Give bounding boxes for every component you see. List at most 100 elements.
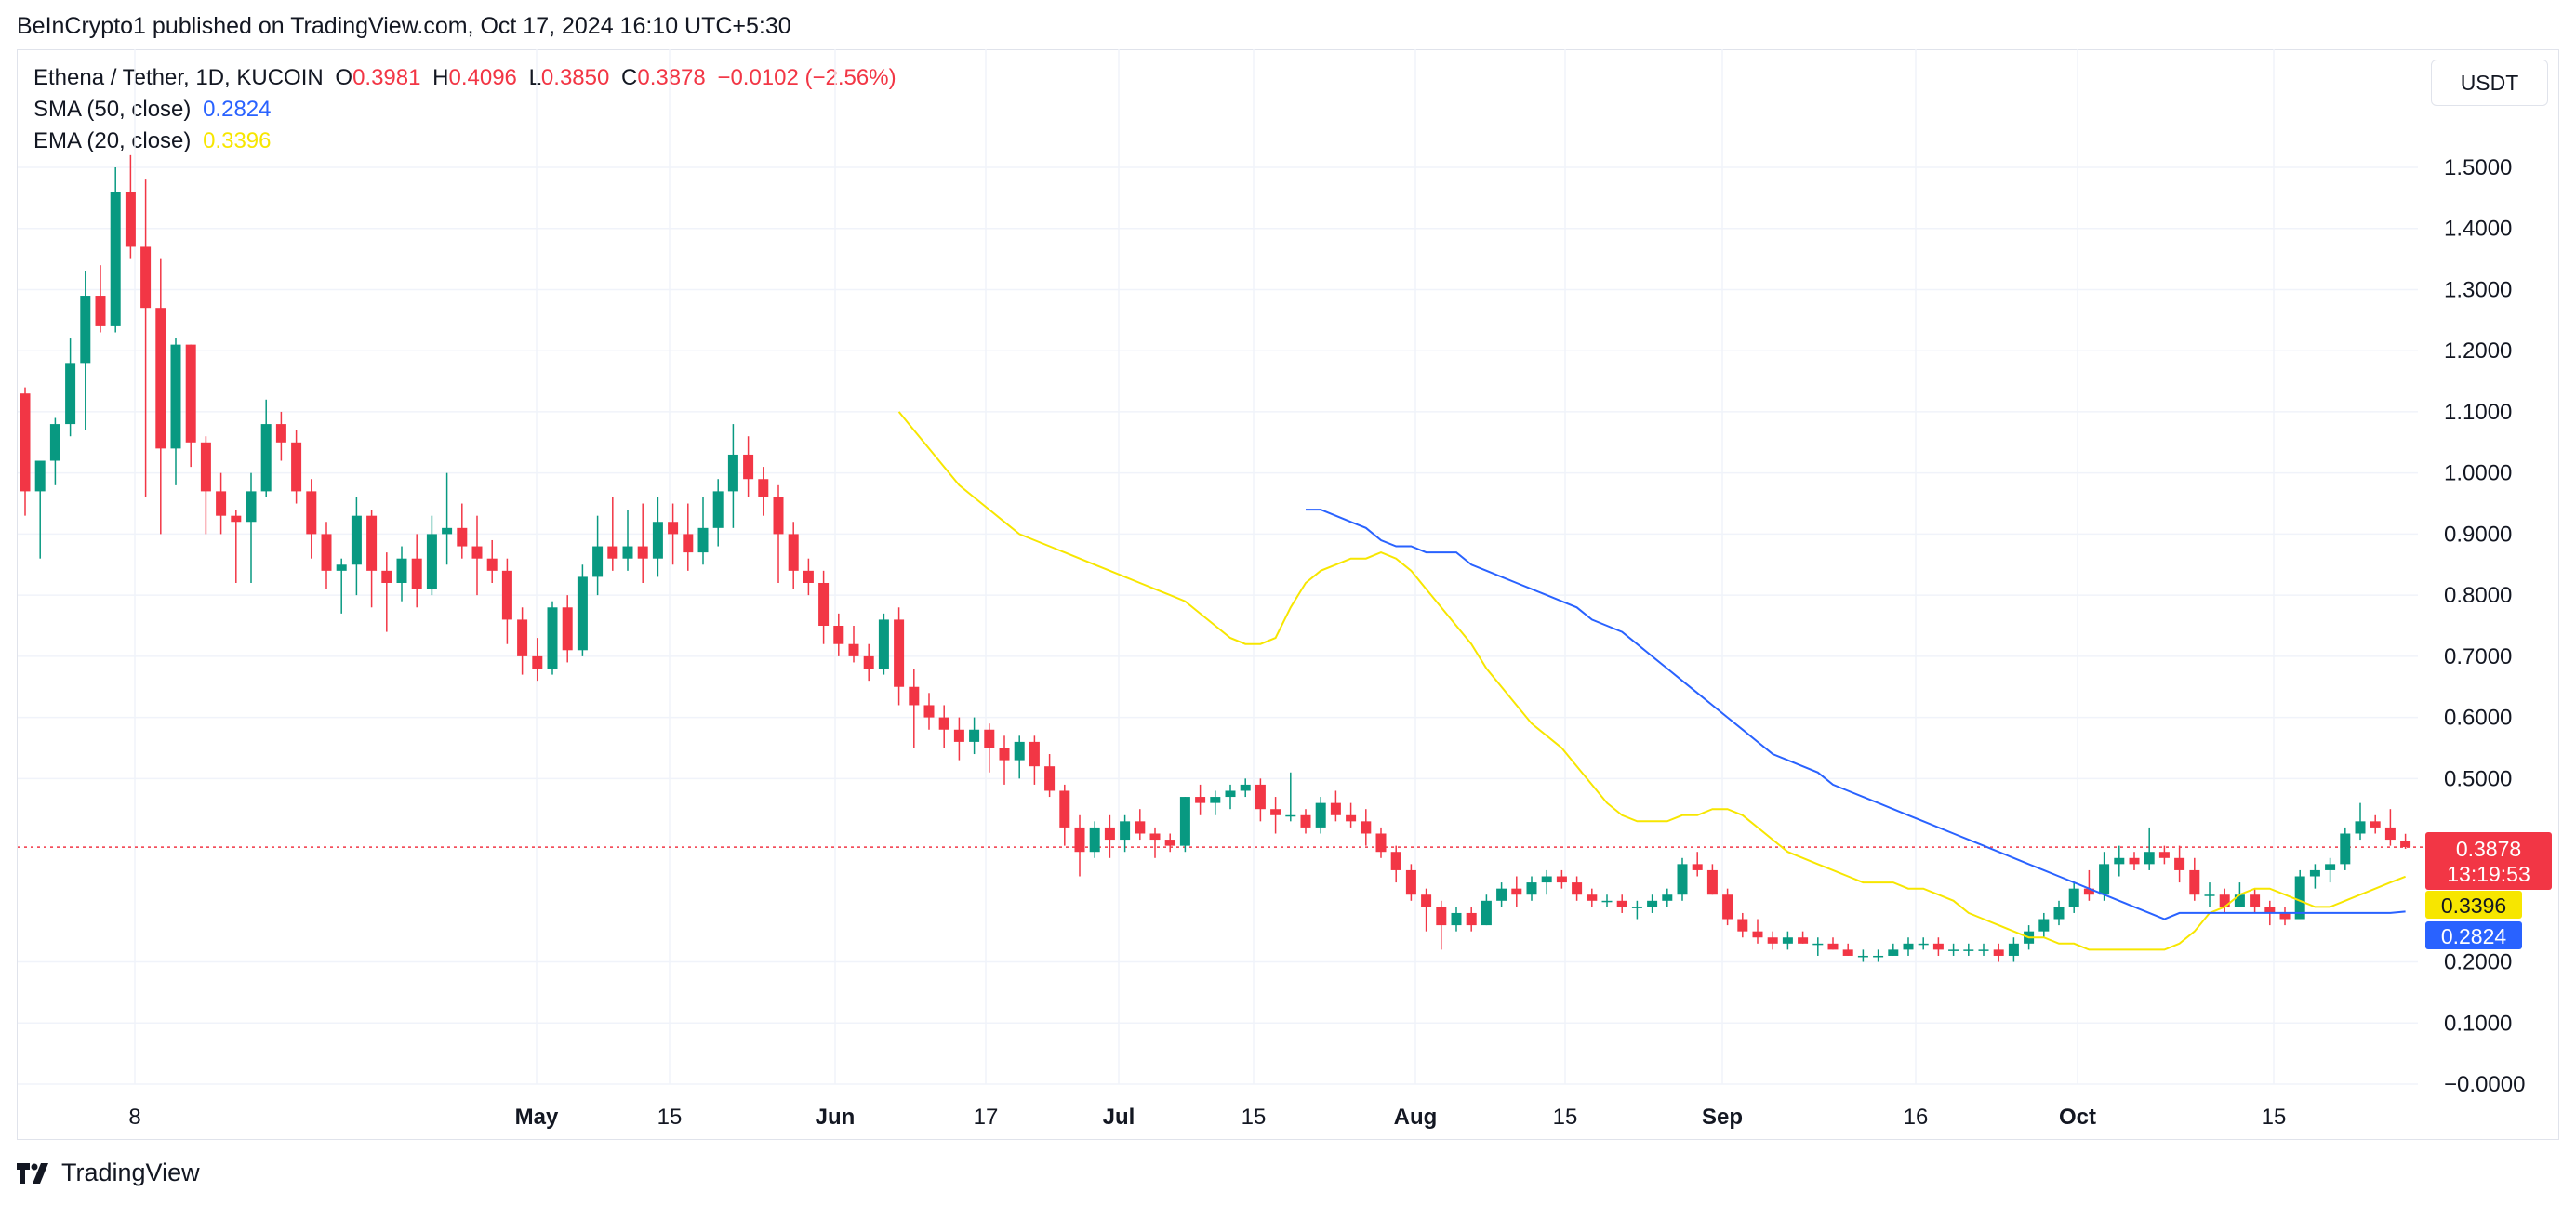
candle-body	[1963, 949, 1974, 951]
candle-body	[1375, 833, 1387, 853]
candle-body	[1315, 802, 1326, 828]
candle-body	[2099, 864, 2110, 895]
tradingview-logo[interactable]: TradingView	[17, 1159, 200, 1187]
x-tick-label: 15	[1553, 1105, 1578, 1130]
candle-body	[1044, 766, 1056, 791]
close-value: 0.3878	[637, 65, 706, 90]
candle-body	[20, 393, 31, 492]
candle-body	[532, 655, 543, 669]
candle-body	[140, 246, 152, 309]
x-tick-label: 15	[657, 1105, 683, 1130]
candle-body	[1692, 864, 1703, 870]
y-tick-label: 0.7000	[2444, 644, 2512, 669]
candle-body	[938, 717, 949, 730]
candle-body	[2174, 857, 2185, 870]
candle-body	[878, 619, 889, 669]
candle-body	[2234, 894, 2245, 907]
candle-body	[2068, 888, 2079, 907]
x-tick-label: 17	[974, 1105, 999, 1130]
high-value: 0.4096	[448, 65, 517, 90]
ema-value: 0.3396	[203, 128, 272, 153]
candle-body	[1647, 900, 1658, 907]
candle-body	[1361, 821, 1372, 834]
ema-legend[interactable]: EMA (20, close) 0.3396	[33, 128, 276, 154]
candle-body	[743, 454, 754, 480]
candle-body	[1135, 821, 1146, 834]
candle-body	[442, 527, 453, 535]
candle-body	[1285, 814, 1296, 817]
x-tick-label: Jun	[816, 1105, 856, 1130]
y-tick-label: 1.3000	[2444, 277, 2512, 302]
candle-body	[848, 643, 859, 656]
open-label: O	[335, 65, 353, 90]
candle-body	[2114, 857, 2125, 865]
candle-body	[1798, 937, 1809, 944]
candle-body	[1164, 840, 1175, 846]
chart-frame	[17, 49, 2559, 1140]
candle-body	[1932, 943, 1944, 950]
candle-body	[683, 534, 694, 553]
candle-body	[788, 534, 799, 571]
candle-body	[818, 582, 830, 626]
candle-body	[1873, 955, 1884, 958]
candle-body	[803, 570, 814, 583]
candle-body	[1421, 894, 1432, 907]
candle-body	[260, 424, 272, 492]
high-label: H	[432, 65, 449, 90]
candle-body	[1616, 900, 1627, 907]
candle-body	[1089, 827, 1100, 853]
candle-body	[1948, 949, 1959, 951]
candle-body	[894, 619, 905, 687]
candle-body	[2250, 894, 2261, 907]
candle-body	[577, 576, 588, 651]
currency-selector[interactable]: USDT	[2431, 60, 2548, 106]
y-tick-label: 1.5000	[2444, 155, 2512, 180]
x-tick-label: Oct	[2059, 1105, 2096, 1130]
candle-body	[1179, 797, 1190, 846]
candle-body	[80, 296, 91, 364]
candle-body	[1888, 949, 1899, 956]
candle-body	[1210, 797, 1221, 803]
y-tick-label: 1.0000	[2444, 461, 2512, 486]
candle-body	[1812, 943, 1824, 946]
sma-legend[interactable]: SMA (50, close) 0.2824	[33, 97, 276, 123]
candle-body	[501, 570, 512, 620]
candle-body	[2053, 907, 2065, 920]
low-label: L	[528, 65, 541, 90]
candle-body	[1587, 894, 1598, 901]
x-tick-label: 15	[1242, 1105, 1267, 1130]
candle-body	[1405, 869, 1416, 895]
candle-body	[246, 491, 257, 523]
ema-line	[897, 411, 2406, 951]
candle-body	[1029, 741, 1040, 767]
candle-body	[381, 570, 392, 583]
candle-body	[457, 527, 468, 547]
candle-body	[1330, 802, 1341, 815]
candle-body	[1390, 852, 1401, 870]
candle-body	[34, 460, 46, 492]
x-tick-label: Jul	[1103, 1105, 1135, 1130]
sma-price-badge	[2425, 921, 2522, 949]
y-tick-label: 0.6000	[2444, 706, 2512, 731]
candle-body	[185, 344, 196, 443]
candle-body	[1767, 937, 1778, 944]
candle-body	[1225, 790, 1236, 798]
candle-body	[592, 546, 604, 577]
candle-body	[1149, 833, 1161, 841]
candle-body	[607, 546, 618, 559]
candle-body	[909, 686, 920, 706]
brand-name: TradingView	[61, 1159, 200, 1186]
candle-body	[216, 491, 227, 516]
candle-body	[366, 515, 378, 571]
candle-body	[637, 546, 648, 559]
candle-body	[471, 546, 483, 559]
candle-body	[2219, 894, 2230, 907]
candle-body	[1827, 943, 1839, 950]
candle-body	[2189, 869, 2200, 895]
candle-body	[1662, 894, 1673, 901]
change-value: −0.0102 (−2.56%)	[717, 65, 896, 90]
candle-body	[1842, 949, 1853, 956]
y-tick-label: 1.1000	[2444, 400, 2512, 425]
candle-body	[923, 705, 935, 718]
